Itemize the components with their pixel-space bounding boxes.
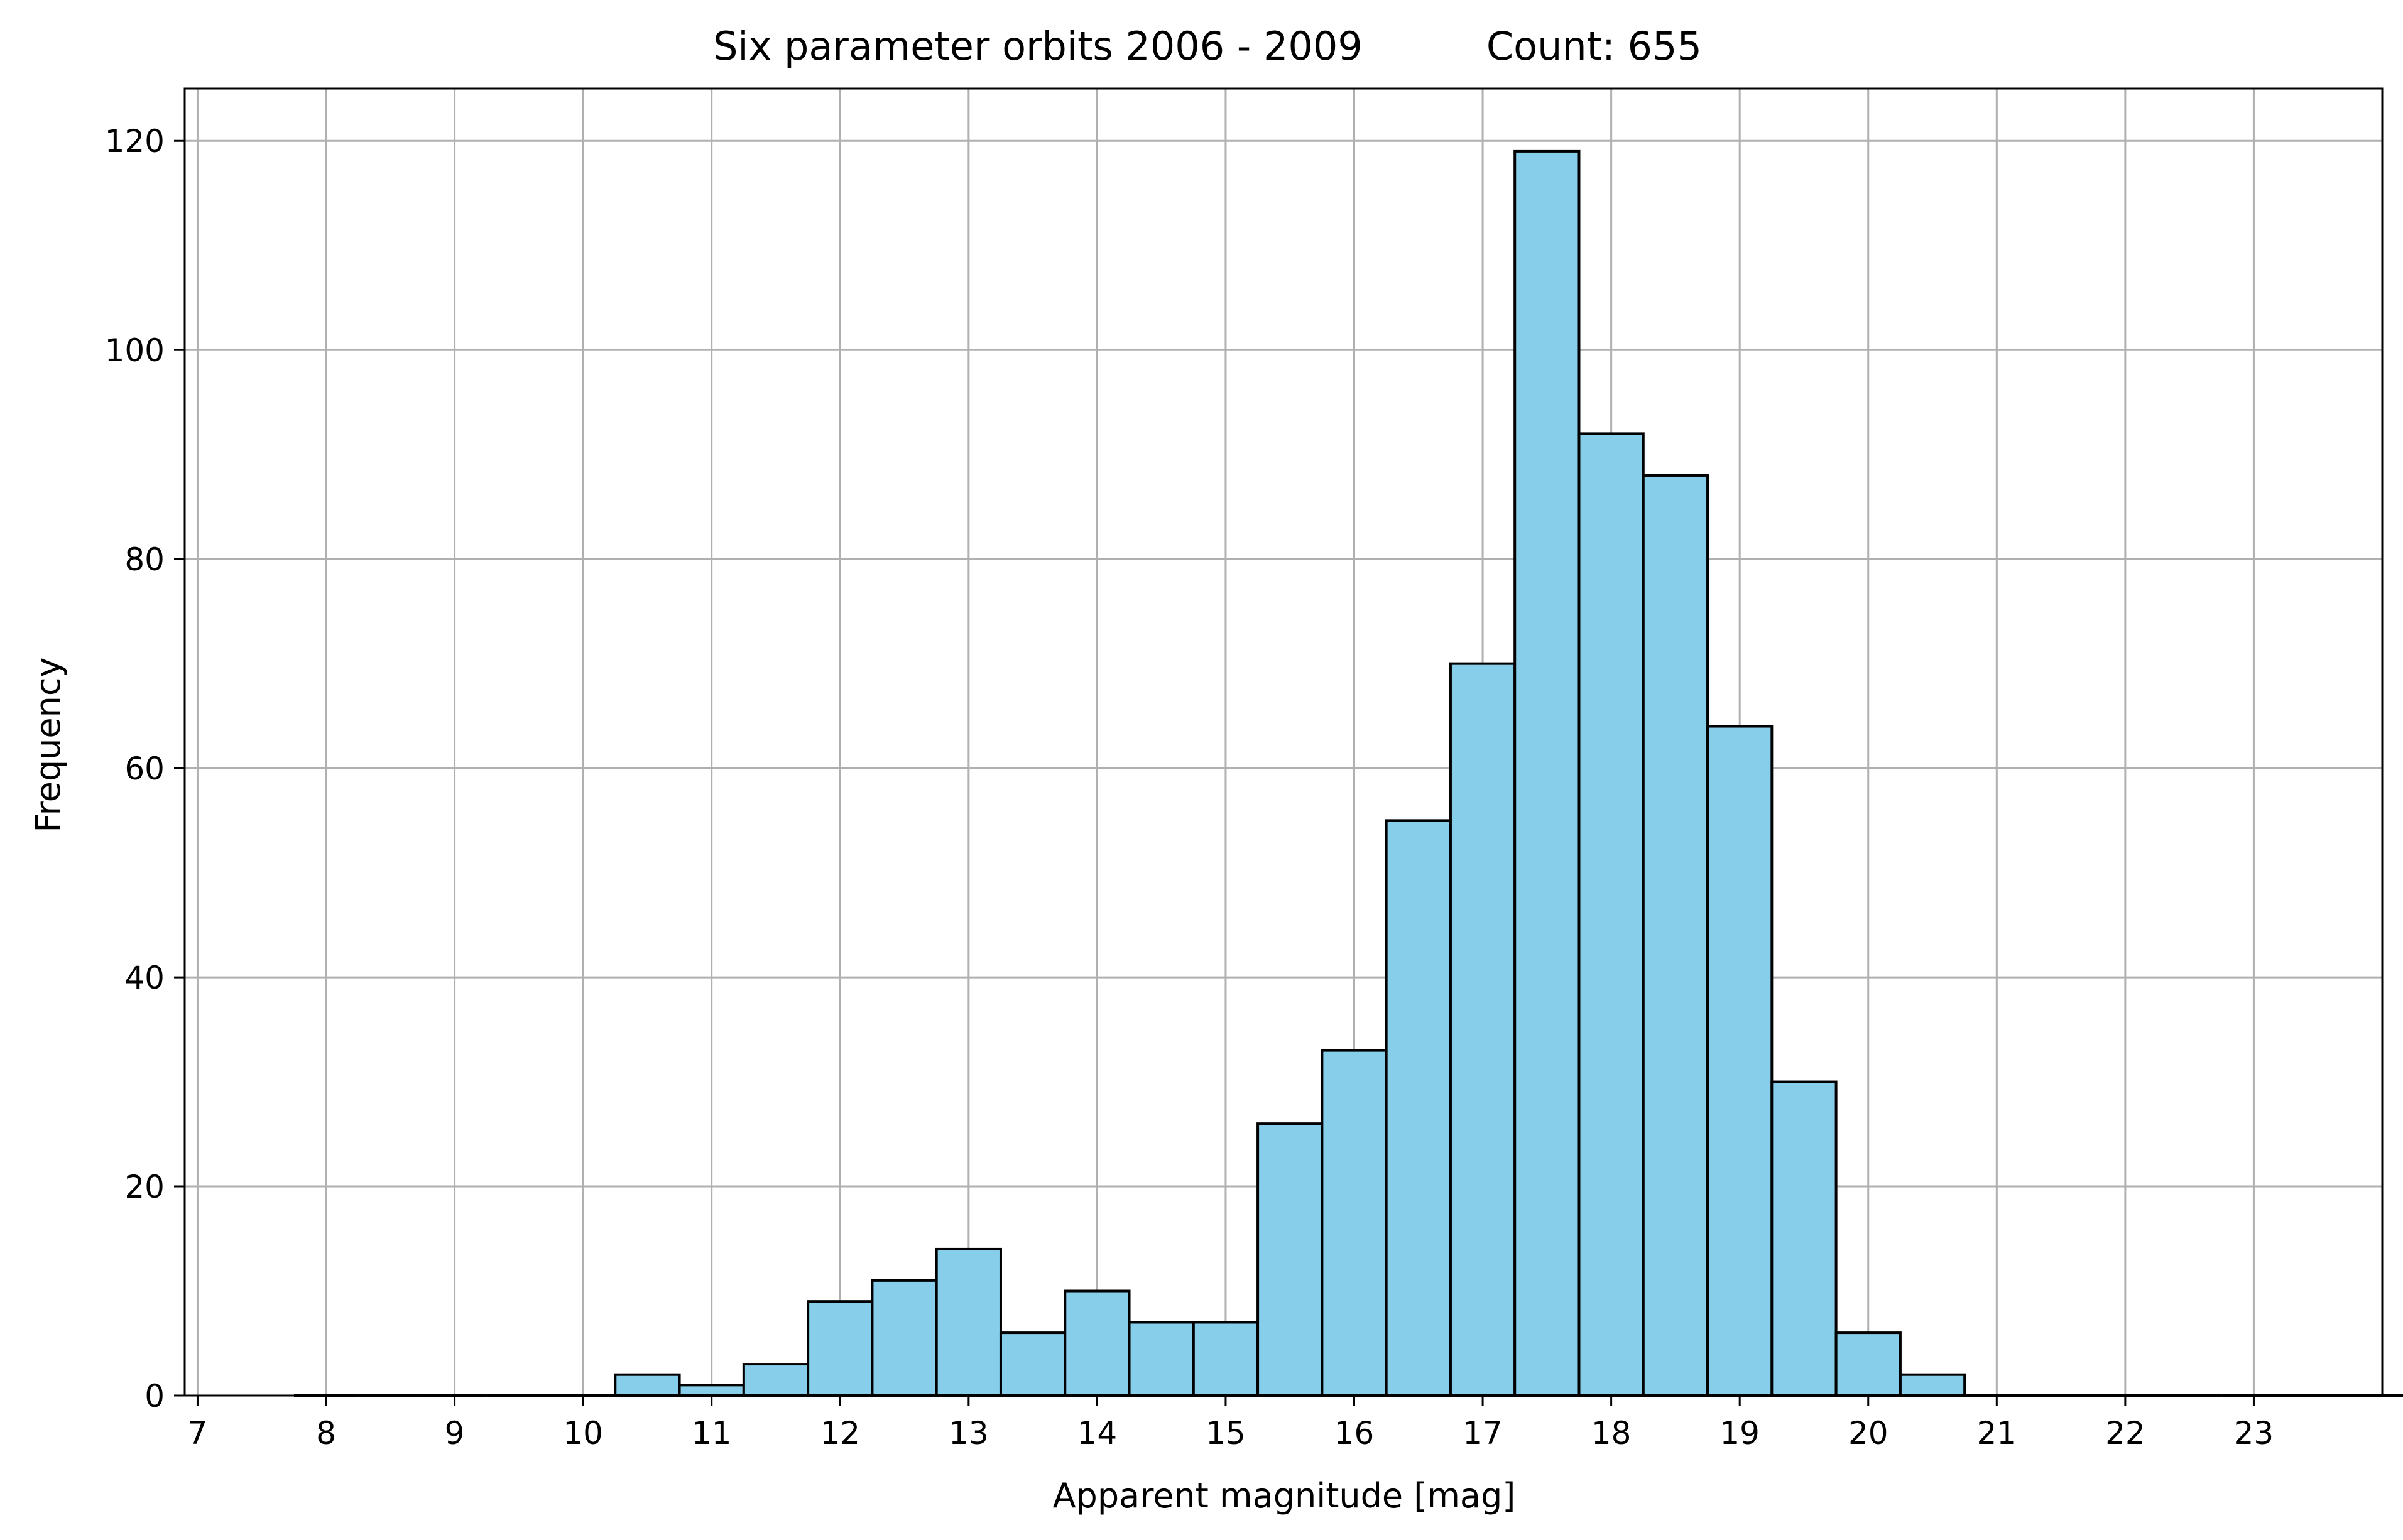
histogram-bar xyxy=(1899,1373,1966,1397)
histogram-bar xyxy=(1449,662,1517,1397)
x-tick-label: 12 xyxy=(820,1415,860,1451)
histogram-bar xyxy=(678,1384,745,1397)
histogram-bar xyxy=(999,1331,1067,1397)
chart-title: Six parameter orbits 2006 - 2009 Count: … xyxy=(713,23,1702,69)
x-tick-label: 11 xyxy=(692,1415,732,1451)
histogram-bar xyxy=(871,1279,938,1397)
histogram-bar xyxy=(1642,474,1709,1397)
histogram-bar xyxy=(1256,1122,1324,1397)
y-tick-label: 80 xyxy=(124,541,165,578)
histogram-bar xyxy=(1834,1331,1902,1397)
histogram-bar xyxy=(1128,1321,1195,1397)
x-tick-label: 19 xyxy=(1719,1415,1760,1451)
x-tick-label: 20 xyxy=(1848,1415,1888,1451)
y-tick-label: 120 xyxy=(105,123,165,160)
x-tick-label: 21 xyxy=(1977,1415,2017,1451)
histogram-bar xyxy=(807,1300,874,1397)
histogram-bar xyxy=(935,1247,1002,1397)
x-tick-label: 17 xyxy=(1463,1415,1503,1451)
histogram-bar xyxy=(1513,149,1581,1397)
y-tick-label: 0 xyxy=(144,1378,165,1414)
histogram-bar xyxy=(1577,432,1645,1397)
x-tick-label: 23 xyxy=(2234,1415,2274,1451)
x-tick-label: 16 xyxy=(1334,1415,1375,1451)
y-axis-label: Frequency xyxy=(28,658,68,833)
histogram-bar xyxy=(1770,1080,1838,1397)
histogram-bar xyxy=(1064,1289,1131,1397)
y-tick-label: 100 xyxy=(105,332,165,369)
histogram-bar xyxy=(1706,725,1774,1397)
histogram-bar xyxy=(1321,1049,1388,1397)
x-axis-label: Apparent magnitude [mag] xyxy=(1053,1476,1516,1516)
x-tick-label: 15 xyxy=(1206,1415,1246,1451)
histogram-bar xyxy=(1192,1321,1260,1397)
histogram-bar xyxy=(742,1363,810,1397)
histogram-bar xyxy=(614,1373,681,1397)
y-tick-label: 60 xyxy=(124,751,165,787)
plot-area-frame xyxy=(183,87,2384,1397)
y-tick-label: 40 xyxy=(124,960,165,996)
x-tick-label: 13 xyxy=(949,1415,989,1451)
x-tick-label: 8 xyxy=(316,1415,336,1451)
x-tick-label: 10 xyxy=(563,1415,603,1451)
x-tick-label: 7 xyxy=(188,1415,208,1451)
x-tick-label: 14 xyxy=(1077,1415,1118,1451)
axis-ticks: 7 8 9 10 11 12 13 14 15 16 17 18 19 20 21 22 23 0 20 40 60 80… xyxy=(105,123,2274,1451)
histogram-bars xyxy=(293,149,2403,1397)
x-tick-label: 18 xyxy=(1591,1415,1632,1451)
histogram-bar xyxy=(1385,819,1452,1397)
x-tick-label: 22 xyxy=(2105,1415,2145,1451)
y-tick-label: 20 xyxy=(124,1169,165,1205)
x-tick-label: 9 xyxy=(445,1415,465,1451)
